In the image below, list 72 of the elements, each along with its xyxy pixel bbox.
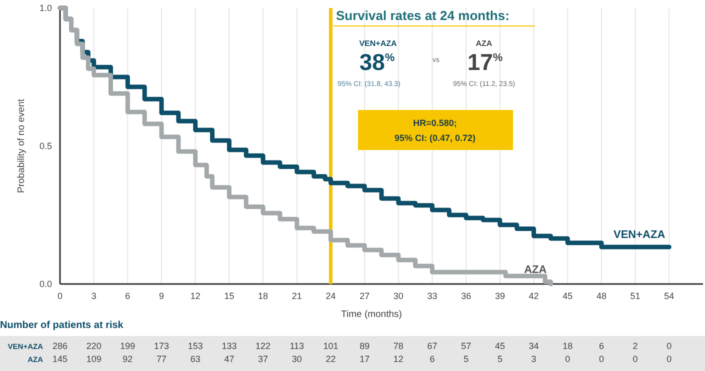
text: 78 xyxy=(393,341,404,351)
x-tick-label: 6 xyxy=(125,291,130,301)
text: 45 xyxy=(494,341,505,351)
x-tick-label: 36 xyxy=(461,291,472,301)
text: 0 xyxy=(598,354,604,364)
text: 6 xyxy=(430,354,435,364)
text: 173 xyxy=(154,341,170,351)
x-tick-label: 18 xyxy=(258,291,268,301)
annotation: 17$^{%}$ xyxy=(467,49,503,75)
text: 89 xyxy=(360,341,370,351)
text: 0 xyxy=(632,354,638,364)
x-tick-label: 33 xyxy=(427,291,438,301)
annotation: 38$^{%}$ xyxy=(359,49,395,75)
text: 101 xyxy=(323,341,338,351)
text: 220 xyxy=(86,341,102,351)
text: 22 xyxy=(326,354,336,364)
text: 109 xyxy=(86,354,102,364)
text: 67 xyxy=(427,341,438,351)
text: 0 xyxy=(666,341,672,351)
text: 63 xyxy=(190,354,200,364)
x-tick-label: 21 xyxy=(292,291,302,301)
text: 5 xyxy=(464,354,469,364)
x-tick-label: 48 xyxy=(596,291,606,301)
text: 57 xyxy=(461,341,472,351)
annotation: 95% CI: (0.47, 0.72) xyxy=(394,133,476,143)
text: 34 xyxy=(528,341,539,351)
text: 286 xyxy=(52,341,68,351)
text: 18 xyxy=(562,341,573,351)
text: 92 xyxy=(122,354,133,364)
text: 37 xyxy=(258,354,268,364)
annotation: Survival rates at 24 months: xyxy=(336,8,510,23)
annotation: AZA xyxy=(476,39,492,48)
x-tick-label: 54 xyxy=(664,291,674,301)
text: 3 xyxy=(531,354,536,364)
x-tick-label: 15 xyxy=(224,291,234,301)
x-tick-label: 51 xyxy=(630,291,640,301)
text: 47 xyxy=(224,354,234,364)
text: 153 xyxy=(188,341,203,351)
series-label: AZA xyxy=(524,264,547,276)
y-tick-label: 1.0 xyxy=(39,3,52,13)
text: 0 xyxy=(666,354,672,364)
text: 77 xyxy=(156,354,167,364)
y-tick-label: 0.5 xyxy=(39,141,52,151)
annotation: HR=0.580; xyxy=(413,118,457,128)
x-tick-label: 9 xyxy=(159,291,164,301)
text: 113 xyxy=(290,341,304,351)
x-tick-label: 42 xyxy=(528,291,539,301)
text: 5 xyxy=(497,354,502,364)
text: 145 xyxy=(52,354,68,364)
text: 133 xyxy=(222,341,237,351)
x-axis-title: Time (months) xyxy=(341,309,402,320)
y-axis-title: Probability of no event xyxy=(16,98,27,194)
x-tick-label: 30 xyxy=(393,291,404,301)
text: 6 xyxy=(598,341,604,351)
series-label: VEN+AZA xyxy=(614,229,666,242)
text: 30 xyxy=(292,354,302,364)
y-tick-label: 0.0 xyxy=(39,279,52,289)
x-tick-label: 24 xyxy=(326,291,336,301)
text: 12 xyxy=(393,354,404,364)
text: Number of patients at risk xyxy=(0,320,124,331)
x-tick-label: 3 xyxy=(91,291,96,301)
x-tick-label: 45 xyxy=(562,291,573,301)
text: 199 xyxy=(120,341,136,351)
x-tick-label: 12 xyxy=(190,291,200,301)
annotation: VEN+AZA xyxy=(359,39,398,48)
x-tick-label: 39 xyxy=(494,291,505,301)
text: 2 xyxy=(632,341,638,351)
text: 0 xyxy=(565,354,570,364)
text: 122 xyxy=(256,341,271,351)
text: 17 xyxy=(360,354,370,364)
x-tick-label: 0 xyxy=(57,291,63,301)
x-tick-label: 27 xyxy=(360,291,370,301)
